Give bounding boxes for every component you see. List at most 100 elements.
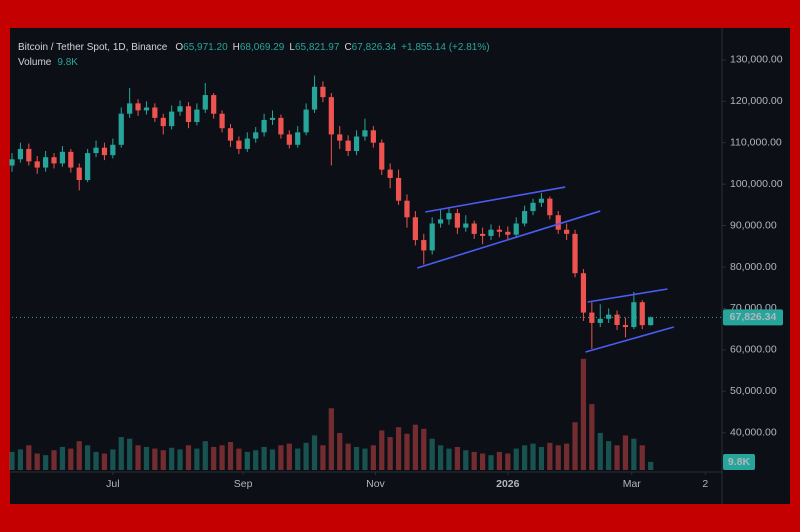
candle-body <box>437 219 444 224</box>
volume-bar <box>160 450 166 470</box>
volume-legend: Volume 9.8K <box>18 57 78 68</box>
candle-body <box>606 314 612 319</box>
candle-body <box>370 130 376 143</box>
candle-body <box>194 109 200 122</box>
candle-body <box>597 318 603 323</box>
candle-body <box>337 134 343 141</box>
volume-bar <box>59 446 66 470</box>
volume-bar <box>522 445 528 470</box>
volume-label-box <box>723 454 755 470</box>
volume-bar <box>606 441 612 470</box>
candle-body <box>211 95 217 114</box>
volume-bar <box>446 448 452 470</box>
trendline <box>425 186 566 213</box>
ohlc-value: 68,069.29 <box>240 42 285 53</box>
ohlc-value: 65,821.97 <box>295 42 340 53</box>
candle-body <box>244 138 250 149</box>
volume-bar <box>51 450 57 470</box>
volume-bar <box>530 443 536 470</box>
volume-bar <box>85 445 91 470</box>
volume-bar <box>580 358 587 470</box>
trendline <box>417 210 601 269</box>
volume-bar <box>488 455 494 470</box>
volume-bar <box>454 446 460 470</box>
volume-bar <box>227 442 234 470</box>
candle-body <box>353 136 360 151</box>
volume-bar <box>412 424 418 470</box>
volume-bar <box>26 445 32 470</box>
y-tick-label: 50,000.00 <box>730 385 777 397</box>
volume-bar <box>362 448 368 470</box>
ohlc-value: 67,826.34 <box>352 42 397 53</box>
ohlc-value: 65,971.20 <box>183 42 228 53</box>
x-tick-label: Sep <box>234 478 253 490</box>
candle-body <box>631 302 637 328</box>
candle-body <box>185 106 192 122</box>
volume-bar <box>101 453 108 470</box>
volume-bar <box>547 442 553 470</box>
candle-body <box>160 117 166 127</box>
candle-body <box>328 97 334 135</box>
volume-bar <box>437 445 444 470</box>
volume-bar <box>421 428 427 470</box>
candle-body <box>227 128 234 141</box>
candle-body <box>93 147 99 154</box>
last-price-box <box>723 309 783 326</box>
volume-bar <box>471 451 477 470</box>
volume-bar <box>614 445 620 470</box>
candle-body <box>76 167 82 180</box>
candle-body <box>572 233 578 274</box>
y-tick-label: 100,000.00 <box>730 178 783 190</box>
y-tick-label: 110,000.00 <box>730 136 782 148</box>
y-tick-label: 90,000.00 <box>730 219 777 231</box>
x-tick-label: 2026 <box>496 478 520 490</box>
x-tick-label: Mar <box>623 478 642 490</box>
volume-bar <box>9 451 15 470</box>
candle-body <box>648 317 654 326</box>
candle-body <box>236 140 242 149</box>
volume-bar <box>639 445 645 470</box>
candle-body <box>143 107 150 111</box>
volume-bar <box>152 448 158 470</box>
candle-body <box>463 223 469 228</box>
volume-bar <box>555 445 561 470</box>
volume-bar <box>337 432 343 470</box>
candle-body <box>286 134 292 145</box>
y-tick-label: 130,000.00 <box>730 54 783 66</box>
volume-bar <box>295 448 301 470</box>
candle-body <box>85 153 91 180</box>
volume-bar <box>93 451 99 470</box>
volume-bar <box>395 427 402 470</box>
candle-body <box>412 217 418 241</box>
volume-bar <box>143 446 150 470</box>
volume-value: 9.8K <box>57 57 78 68</box>
volume-bar <box>463 450 469 470</box>
volume-bar <box>379 430 385 470</box>
volume-bar <box>110 449 116 470</box>
candle-body <box>530 202 536 212</box>
volume-bar <box>572 422 578 470</box>
volume-bar <box>311 435 318 470</box>
volume-bar <box>169 447 175 470</box>
volume-bar <box>135 445 141 470</box>
candle-body <box>471 223 477 234</box>
candle-body <box>202 95 208 110</box>
volume-bar <box>404 433 410 470</box>
y-tick-label: 120,000.00 <box>730 95 783 107</box>
volume-bar <box>513 448 519 470</box>
candle-body <box>295 132 301 145</box>
candle-body <box>580 273 587 313</box>
volume-bar <box>597 432 603 470</box>
candle-body <box>589 312 595 323</box>
legend-header: Bitcoin / Tether Spot, 1D, Binance O65,97… <box>18 42 490 53</box>
volume-bar <box>177 449 183 470</box>
volume-bar <box>505 453 511 470</box>
volume-bar <box>622 435 629 470</box>
candle-body <box>59 151 66 164</box>
candle-body <box>177 106 183 112</box>
volume-bar <box>253 450 259 470</box>
volume-bar <box>479 453 486 470</box>
volume-bar <box>564 443 570 470</box>
